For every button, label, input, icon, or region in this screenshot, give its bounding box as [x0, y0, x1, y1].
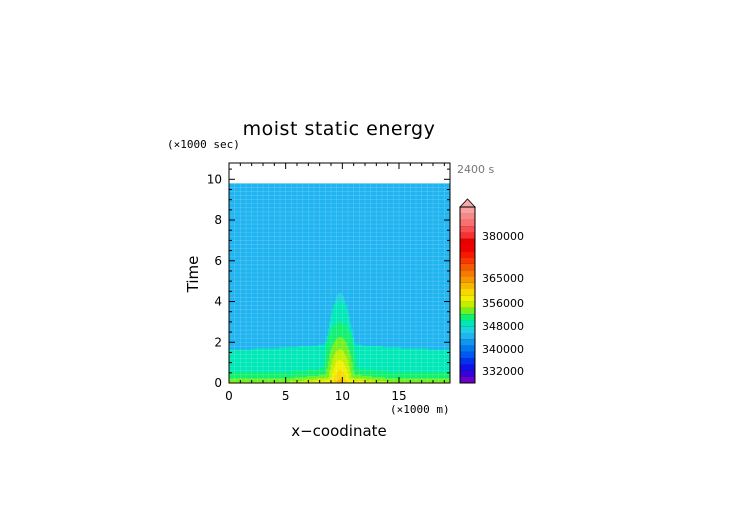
- time-label: 2400 s: [457, 163, 494, 176]
- y-axis-unit: (×1000 sec): [167, 138, 240, 151]
- contour-field: [229, 183, 450, 383]
- chart-title: moist static energy: [243, 118, 436, 140]
- heatmap-plot: [229, 163, 450, 383]
